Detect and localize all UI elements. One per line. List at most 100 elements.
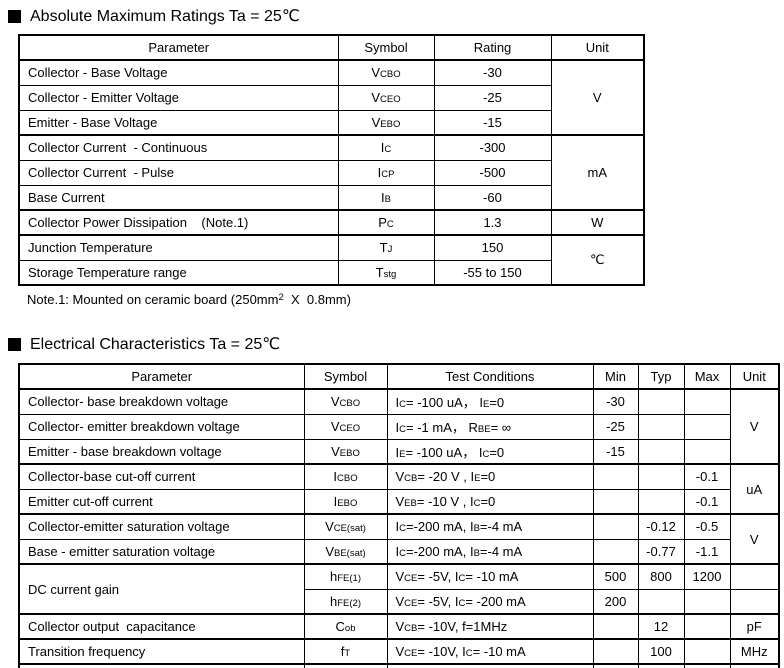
subscript: CP	[381, 169, 395, 180]
rating-cell: -60	[433, 184, 552, 211]
typ-cell	[637, 488, 685, 515]
column-header: Parameter	[18, 34, 339, 61]
subscript: C	[384, 144, 392, 156]
max-cell: -1.1	[683, 538, 731, 565]
rating-cell: 150	[433, 234, 552, 261]
column-header: Typ	[637, 363, 685, 390]
symbol-cell: hFE(2)	[303, 588, 388, 615]
unit-cell: ℃	[550, 234, 645, 286]
subscript: E	[399, 448, 406, 460]
subscript: CE(sat)	[333, 523, 366, 535]
column-header: Symbol	[337, 34, 435, 61]
cutoff-cell	[729, 663, 780, 668]
rating-cell: -55 to 150	[433, 259, 552, 286]
symbol-cell: ICBO	[303, 463, 388, 490]
symbol-cell: fT	[303, 638, 388, 665]
symbol-cell: VCBO	[303, 388, 388, 415]
max-cell: -0.5	[683, 513, 731, 540]
subscript: C	[482, 448, 490, 460]
cutoff-cell	[18, 663, 305, 668]
subscript: CE	[404, 648, 418, 659]
subscript: CB	[404, 473, 418, 485]
max-cell	[683, 438, 731, 465]
subscript: ob	[344, 623, 356, 634]
conditions-cell: VCB= -20 V , IE=0	[386, 463, 594, 490]
max-cell: -0.1	[683, 488, 731, 515]
min-cell	[592, 463, 639, 490]
unit-cell: V	[729, 388, 780, 465]
symbol-cell: PC	[337, 209, 435, 236]
typ-cell: 100	[637, 638, 685, 665]
abs-max-section-title: Absolute Maximum Ratings Ta = 25℃	[8, 0, 784, 26]
subscript: C	[473, 497, 481, 509]
subscript: BE(sat)	[333, 547, 366, 559]
subscript: C	[458, 573, 466, 585]
table-row: Junction Temperature TJ 150 ℃	[18, 234, 645, 286]
parameter-cell: Emitter - base breakdown voltage	[18, 438, 305, 465]
cutoff-cell	[386, 663, 594, 668]
table-row: hFE(2) VCE= -5V, IC= -200 mA 200	[19, 588, 780, 615]
rating-cell: -25	[433, 84, 552, 111]
max-cell: -0.1	[683, 463, 731, 490]
subscript: CB	[404, 623, 418, 634]
subscript: C	[386, 219, 394, 230]
typ-cell	[637, 588, 685, 615]
subscript: CBO	[339, 398, 361, 410]
subscript: C	[458, 597, 466, 609]
abs-max-table: Parameter Symbol Rating Unit Collector - Bas…	[18, 34, 645, 286]
cutoff-cell	[637, 663, 685, 668]
subscript: C	[399, 547, 406, 559]
unit-cell: V	[729, 513, 780, 565]
table-row: Emitter cut-off current IEBO VEB= -10 V , …	[18, 488, 779, 515]
parameter-cell: Collector Current - Pulse	[18, 159, 339, 186]
max-cell	[683, 613, 731, 640]
symbol-cell: VEBO	[337, 109, 435, 136]
parameter-cell: Junction Temperature	[18, 234, 339, 261]
subscript: BE	[477, 424, 491, 435]
abs-max-title-text: Absolute Maximum Ratings Ta = 25℃	[30, 8, 300, 25]
subscript: C	[399, 424, 406, 435]
column-header: Unit	[729, 363, 780, 390]
symbol-cell: VCBO	[337, 59, 435, 86]
subscript: CE	[404, 597, 418, 609]
abs-max-note: Note.1: Mounted on ceramic board (250mm2…	[27, 292, 351, 307]
min-cell: -25	[592, 413, 639, 440]
min-cell: 500	[592, 563, 639, 590]
symbol-cell: VEBO	[303, 438, 388, 465]
symbol-cell: VCEO	[303, 413, 388, 440]
table-row: Collector Current - Pulse ICP -500	[18, 159, 644, 186]
subscript: stg	[383, 268, 397, 280]
conditions-cell: IC=-200 mA, IB=-4 mA	[386, 513, 594, 540]
unit-cell: W	[550, 209, 645, 236]
parameter-cell: Collector- emitter breakdown voltage	[18, 413, 305, 440]
electrical-section-title: Electrical Characteristics Ta = 25℃	[8, 334, 784, 354]
min-cell: 200	[592, 588, 639, 615]
subscript: CBO	[337, 473, 358, 485]
rating-cell: -30	[433, 59, 552, 86]
table-row: Collector - Base Voltage VCBO -30 V	[18, 59, 645, 136]
table-row: Storage Temperature range Tstg -55 to 150	[18, 259, 644, 286]
typ-cell: 12	[637, 613, 685, 640]
subscript: B	[473, 523, 480, 535]
table-row: DC current gain hFE(1) VCE= -5V, IC= -10 m…	[18, 563, 780, 615]
subscript: C	[465, 648, 473, 659]
table-row: Emitter - Base Voltage VEBO -15	[18, 109, 644, 136]
column-header: Rating	[433, 34, 552, 61]
symbol-cell: Cob	[303, 613, 388, 640]
symbol-cell: IB	[337, 184, 435, 211]
subscript: EBO	[337, 497, 358, 509]
conditions-cell: VCE= -10V, IC= -10 mA	[386, 638, 594, 665]
typ-cell	[637, 463, 685, 490]
parameter-cell: Collector Power Dissipation (Note.1)	[18, 209, 339, 236]
table-row: Base - emitter saturation voltage VBE(sat…	[18, 538, 779, 565]
symbol-cell: IEBO	[303, 488, 388, 515]
column-header: Min	[592, 363, 639, 390]
symbol-cell: VBE(sat)	[303, 538, 388, 565]
symbol-cell: VCEO	[337, 84, 435, 111]
typ-cell: -0.12	[637, 513, 685, 540]
unit-cell	[729, 588, 780, 615]
unit-cell	[729, 563, 780, 590]
table-row: Collector-base cut-off current ICBO VCB= -…	[18, 463, 780, 515]
table-row: Collector Power Dissipation (Note.1) PC 1.…	[18, 209, 645, 236]
